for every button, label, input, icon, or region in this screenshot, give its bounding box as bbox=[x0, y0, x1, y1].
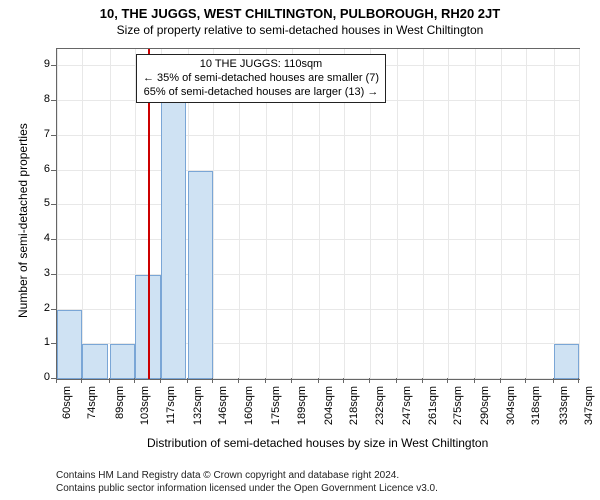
gridline-v bbox=[501, 49, 502, 379]
x-tick-label: 189sqm bbox=[296, 386, 308, 431]
gridline-v bbox=[423, 49, 424, 379]
gridline-v bbox=[579, 49, 580, 379]
x-tick-mark bbox=[56, 378, 57, 383]
x-tick-mark bbox=[160, 378, 161, 383]
footer-line-1: Contains HM Land Registry data © Crown c… bbox=[56, 470, 399, 481]
y-tick-label: 2 bbox=[30, 302, 50, 314]
x-tick-mark bbox=[134, 378, 135, 383]
x-tick-mark bbox=[318, 378, 319, 383]
y-tick-mark bbox=[51, 274, 56, 275]
x-tick-label: 304sqm bbox=[505, 386, 517, 431]
x-tick-label: 117sqm bbox=[165, 386, 177, 431]
y-tick-label: 7 bbox=[30, 128, 50, 140]
x-tick-label: 275sqm bbox=[452, 386, 464, 431]
x-tick-mark bbox=[369, 378, 370, 383]
x-tick-label: 160sqm bbox=[243, 386, 255, 431]
x-tick-mark bbox=[500, 378, 501, 383]
gridline-v bbox=[554, 49, 555, 379]
x-tick-mark bbox=[109, 378, 110, 383]
y-tick-label: 5 bbox=[30, 197, 50, 209]
histogram-bar bbox=[188, 171, 213, 379]
x-tick-label: 247sqm bbox=[401, 386, 413, 431]
x-tick-mark bbox=[238, 378, 239, 383]
y-tick-label: 6 bbox=[30, 163, 50, 175]
x-tick-label: 204sqm bbox=[323, 386, 335, 431]
y-tick-mark bbox=[51, 309, 56, 310]
chart-container: 10, THE JUGGS, WEST CHILTINGTON, PULBORO… bbox=[0, 0, 600, 500]
x-tick-label: 232sqm bbox=[374, 386, 386, 431]
x-tick-mark bbox=[525, 378, 526, 383]
gridline-v bbox=[82, 49, 83, 379]
x-tick-mark bbox=[396, 378, 397, 383]
gridline-v bbox=[397, 49, 398, 379]
histogram-bar bbox=[57, 310, 82, 379]
gridline-v bbox=[448, 49, 449, 379]
x-tick-mark bbox=[447, 378, 448, 383]
histogram-bar bbox=[82, 344, 107, 379]
x-tick-label: 175sqm bbox=[270, 386, 282, 431]
y-tick-label: 3 bbox=[30, 267, 50, 279]
x-tick-label: 74sqm bbox=[86, 386, 98, 431]
x-tick-label: 132sqm bbox=[192, 386, 204, 431]
x-axis-label: Distribution of semi-detached houses by … bbox=[147, 436, 488, 450]
gridline-v bbox=[110, 49, 111, 379]
x-tick-label: 60sqm bbox=[61, 386, 73, 431]
x-tick-mark bbox=[81, 378, 82, 383]
annotation-line3: 65% of semi-detached houses are larger (… bbox=[143, 86, 379, 100]
x-tick-mark bbox=[291, 378, 292, 383]
x-tick-label: 146sqm bbox=[217, 386, 229, 431]
x-tick-mark bbox=[265, 378, 266, 383]
gridline-v bbox=[526, 49, 527, 379]
x-tick-label: 261sqm bbox=[427, 386, 439, 431]
y-tick-mark bbox=[51, 170, 56, 171]
x-tick-label: 347sqm bbox=[583, 386, 595, 431]
y-tick-label: 9 bbox=[30, 58, 50, 70]
y-tick-mark bbox=[51, 135, 56, 136]
footer-line-2: Contains public sector information licen… bbox=[56, 483, 438, 494]
x-tick-mark bbox=[187, 378, 188, 383]
gridline-v bbox=[475, 49, 476, 379]
x-tick-label: 89sqm bbox=[114, 386, 126, 431]
x-tick-mark bbox=[578, 378, 579, 383]
x-tick-mark bbox=[553, 378, 554, 383]
histogram-bar bbox=[554, 344, 579, 379]
x-tick-mark bbox=[212, 378, 213, 383]
histogram-bar bbox=[161, 101, 186, 379]
x-tick-label: 290sqm bbox=[479, 386, 491, 431]
x-tick-label: 218sqm bbox=[348, 386, 360, 431]
y-tick-label: 1 bbox=[30, 336, 50, 348]
x-tick-mark bbox=[422, 378, 423, 383]
x-tick-label: 103sqm bbox=[139, 386, 151, 431]
chart-subtitle: Size of property relative to semi-detach… bbox=[0, 21, 600, 37]
y-tick-label: 8 bbox=[30, 93, 50, 105]
y-tick-mark bbox=[51, 204, 56, 205]
annotation-box: 10 THE JUGGS: 110sqm ← 35% of semi-detac… bbox=[136, 54, 386, 103]
y-tick-mark bbox=[51, 65, 56, 66]
histogram-bar bbox=[110, 344, 135, 379]
y-tick-label: 4 bbox=[30, 232, 50, 244]
x-tick-mark bbox=[343, 378, 344, 383]
chart-title: 10, THE JUGGS, WEST CHILTINGTON, PULBORO… bbox=[0, 0, 600, 21]
y-tick-mark bbox=[51, 343, 56, 344]
y-tick-mark bbox=[51, 239, 56, 240]
x-tick-label: 333sqm bbox=[558, 386, 570, 431]
y-tick-mark bbox=[51, 100, 56, 101]
x-tick-mark bbox=[474, 378, 475, 383]
annotation-line2: ← 35% of semi-detached houses are smalle… bbox=[143, 72, 379, 86]
y-tick-label: 0 bbox=[30, 371, 50, 383]
y-axis-label: Number of semi-detached properties bbox=[16, 123, 30, 318]
annotation-line1: 10 THE JUGGS: 110sqm bbox=[143, 58, 379, 72]
x-tick-label: 318sqm bbox=[530, 386, 542, 431]
